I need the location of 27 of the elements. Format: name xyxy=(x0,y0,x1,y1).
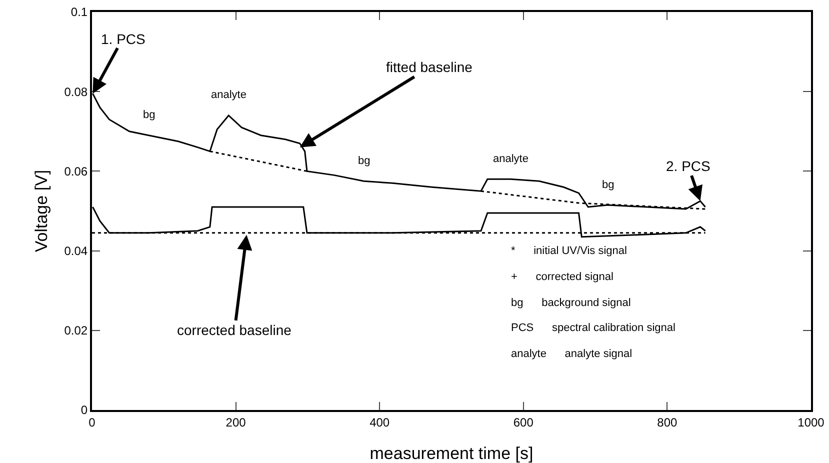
annotation: + corrected signal xyxy=(511,271,614,283)
y-tick-label: 0.04 xyxy=(64,244,88,258)
annotation: bg xyxy=(143,109,156,121)
annotation: analyte analyte signal xyxy=(511,348,632,360)
annotation: corrected baseline xyxy=(177,322,292,338)
annotation: PCS spectral calibration signal xyxy=(511,322,676,334)
annotation: 1. PCS xyxy=(101,31,146,47)
y-tick-label: 0.02 xyxy=(64,324,88,338)
annotation: * initial UV/Vis signal xyxy=(511,245,627,257)
x-tick-label: 400 xyxy=(370,415,390,430)
annotation: bg xyxy=(602,179,614,191)
x-axis-title: measurement time [s] xyxy=(370,444,534,463)
y-axis-title: Voltage [V] xyxy=(32,170,51,252)
x-tick-label: 1000 xyxy=(798,415,825,430)
x-tick-label: 200 xyxy=(226,415,246,430)
annotation: analyte xyxy=(211,89,246,101)
annotation: bg background signal xyxy=(511,297,631,309)
x-tick-label: 800 xyxy=(657,415,678,430)
y-tick-label: 0.06 xyxy=(64,164,88,178)
annotation: bg xyxy=(358,155,370,167)
y-tick-label: 0.08 xyxy=(64,84,88,99)
y-tick-label: 0.1 xyxy=(70,5,88,20)
annotation: fitted baseline xyxy=(386,59,473,75)
x-tick-label: 600 xyxy=(513,415,534,430)
annotation: analyte xyxy=(493,153,528,165)
y-tick-label: 0 xyxy=(80,403,88,418)
annotation: 2. PCS xyxy=(666,158,710,174)
